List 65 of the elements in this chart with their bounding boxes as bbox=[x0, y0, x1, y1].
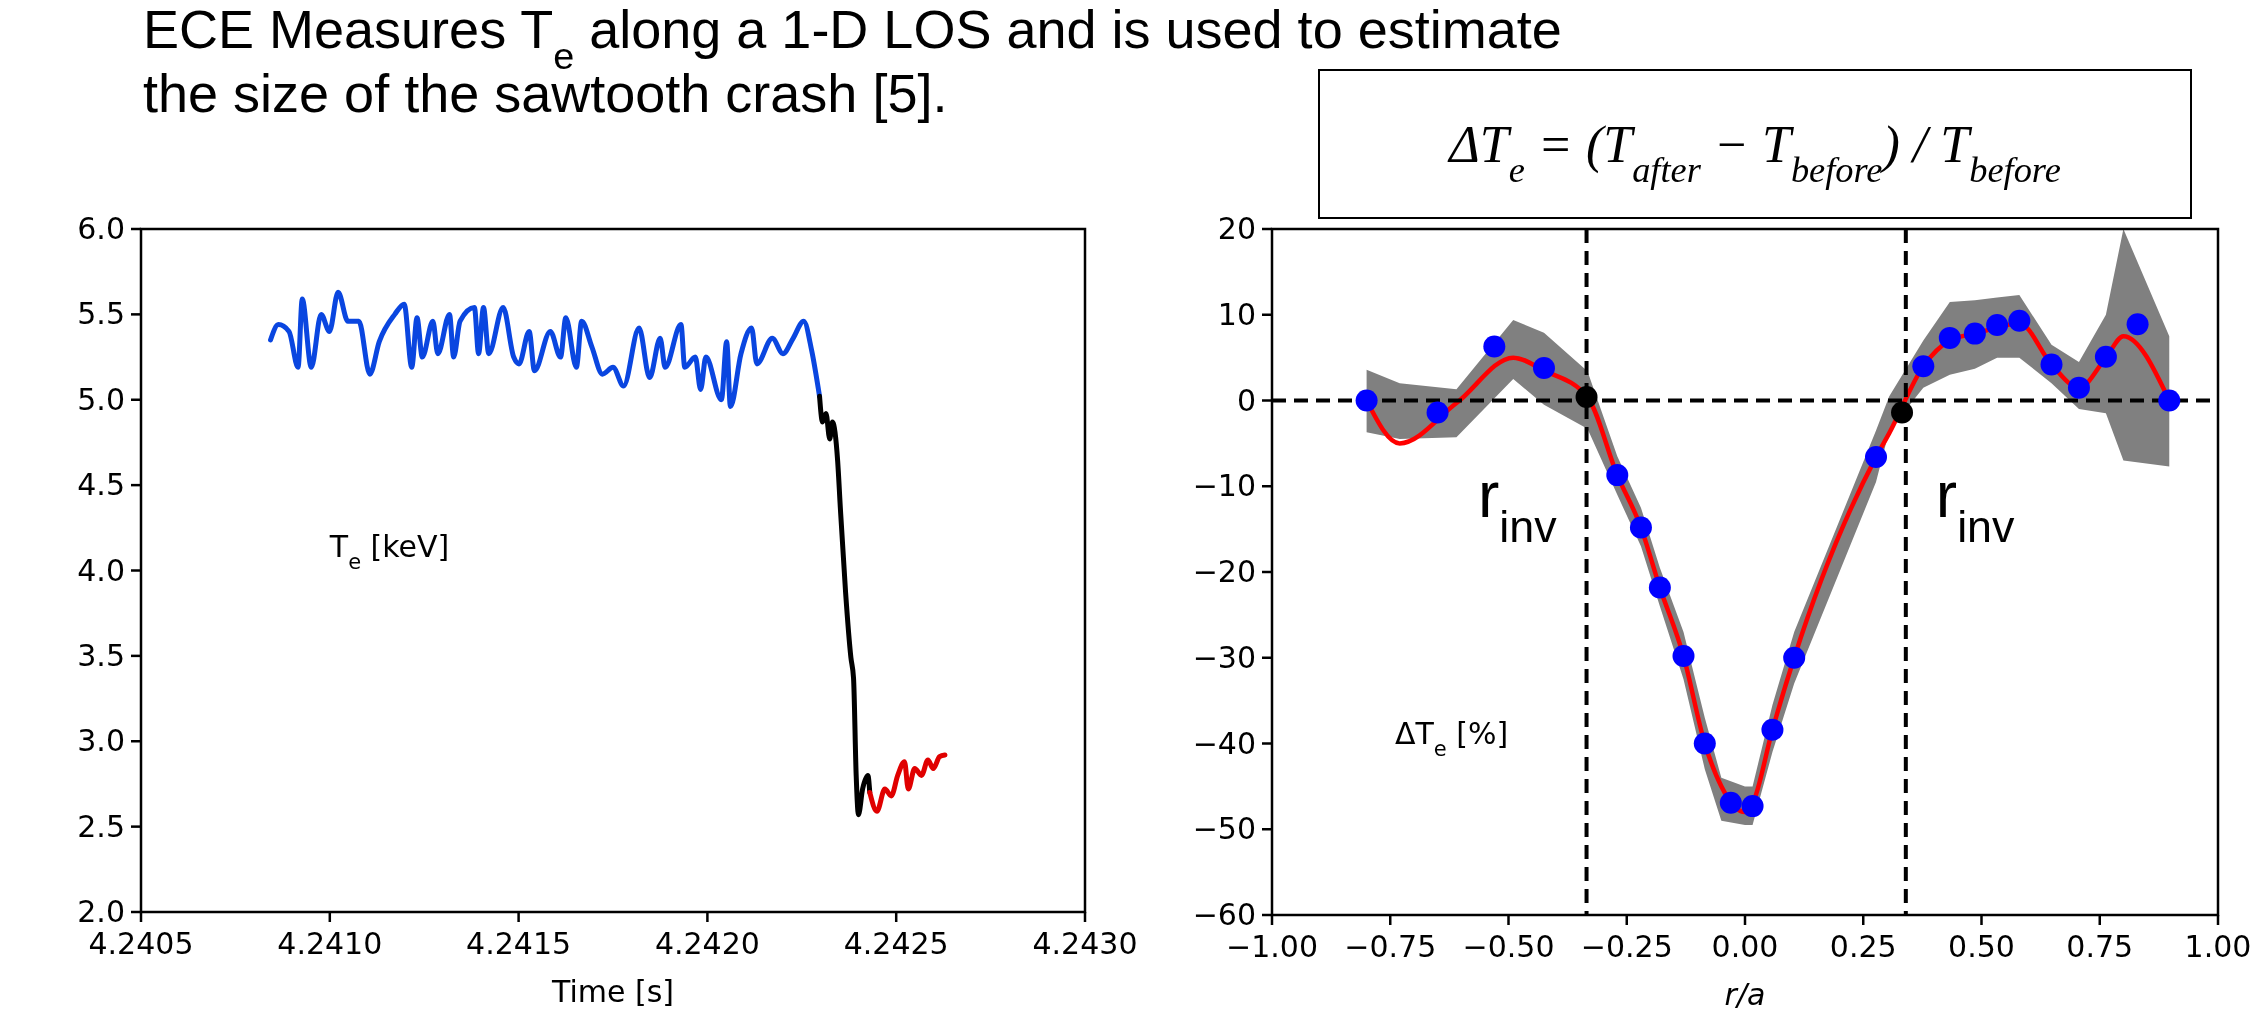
point bbox=[1865, 446, 1888, 469]
x-tick-label: 0.00 bbox=[1711, 929, 1779, 964]
y-tick-label: −10 bbox=[1192, 468, 1256, 504]
point bbox=[1426, 401, 1449, 424]
point bbox=[1693, 732, 1716, 755]
y-tick-label: −30 bbox=[1192, 639, 1256, 675]
x-tick-label: 0.25 bbox=[1829, 929, 1897, 964]
point bbox=[1532, 356, 1555, 379]
point bbox=[1719, 791, 1742, 814]
point bbox=[1606, 464, 1629, 487]
x-tick-label: 4.2420 bbox=[654, 926, 760, 961]
ref-line-label: r$_{inv}$ bbox=[1935, 459, 2015, 552]
x-tick-label: −1.00 bbox=[1226, 929, 1318, 964]
x-tick-label: −0.50 bbox=[1462, 929, 1555, 964]
point bbox=[2094, 345, 2117, 368]
y-tick-label: −20 bbox=[1192, 554, 1256, 589]
x-tick-label: 4.2430 bbox=[1032, 926, 1138, 961]
point bbox=[1672, 645, 1695, 668]
point bbox=[1355, 389, 1378, 412]
y-tick-label: 6.0 bbox=[77, 211, 125, 246]
y-tick-label: 2.0 bbox=[77, 894, 125, 929]
x-tick-label: 1.00 bbox=[2184, 929, 2252, 964]
y-tick-label: 2.5 bbox=[77, 808, 125, 844]
x-tick-label: 4.2405 bbox=[88, 926, 194, 961]
y-tick-label: −50 bbox=[1192, 811, 1256, 847]
y-tick-label: 5.0 bbox=[77, 381, 125, 417]
x-tick-label: −0.75 bbox=[1344, 929, 1437, 964]
point bbox=[1986, 314, 2009, 337]
point bbox=[1783, 646, 1806, 669]
x-axis-title: r/a bbox=[1724, 977, 1766, 1012]
ref-line-label: r$_{inv}$ bbox=[1477, 459, 1558, 552]
y-tick-label: 4.0 bbox=[77, 552, 125, 588]
point bbox=[2008, 309, 2031, 332]
y-tick-label: 5.5 bbox=[77, 296, 125, 332]
point bbox=[1629, 516, 1652, 539]
y-tick-label: 3.5 bbox=[77, 637, 125, 673]
x-tick-label: 4.2425 bbox=[843, 926, 949, 961]
point bbox=[2040, 353, 2063, 376]
point bbox=[1963, 322, 1986, 345]
y-tick-label: 0 bbox=[1236, 382, 1256, 418]
x-tick-label: 4.2415 bbox=[466, 926, 572, 961]
point bbox=[2158, 389, 2181, 412]
x-tick-label: 4.2410 bbox=[277, 926, 383, 961]
y-tick-label: 4.5 bbox=[77, 467, 125, 503]
point bbox=[1761, 718, 1784, 741]
point bbox=[1483, 335, 1506, 358]
point bbox=[1891, 401, 1914, 424]
x-tick-label: 0.50 bbox=[1948, 929, 2015, 964]
point bbox=[1938, 326, 1961, 349]
point bbox=[1741, 795, 1764, 818]
point bbox=[1648, 576, 1671, 599]
y-tick-label: −60 bbox=[1192, 897, 1256, 932]
point bbox=[2067, 376, 2090, 399]
x-tick-label: 0.75 bbox=[2066, 929, 2134, 964]
point bbox=[1575, 386, 1598, 409]
y-tick-label: 20 bbox=[1217, 211, 1256, 246]
y-tick-label: 10 bbox=[1217, 296, 1256, 332]
y-tick-label: 3.0 bbox=[77, 723, 125, 759]
y-tick-label: −40 bbox=[1192, 725, 1256, 761]
point bbox=[1912, 355, 1935, 378]
point bbox=[2126, 313, 2149, 336]
x-axis-title: Time [s] bbox=[551, 974, 674, 1009]
x-tick-label: −0.25 bbox=[1580, 929, 1673, 964]
annotation: T$_{e}$ [keV] bbox=[328, 528, 450, 574]
annotation: ΔT$_{e}$ [%] bbox=[1394, 715, 1509, 761]
